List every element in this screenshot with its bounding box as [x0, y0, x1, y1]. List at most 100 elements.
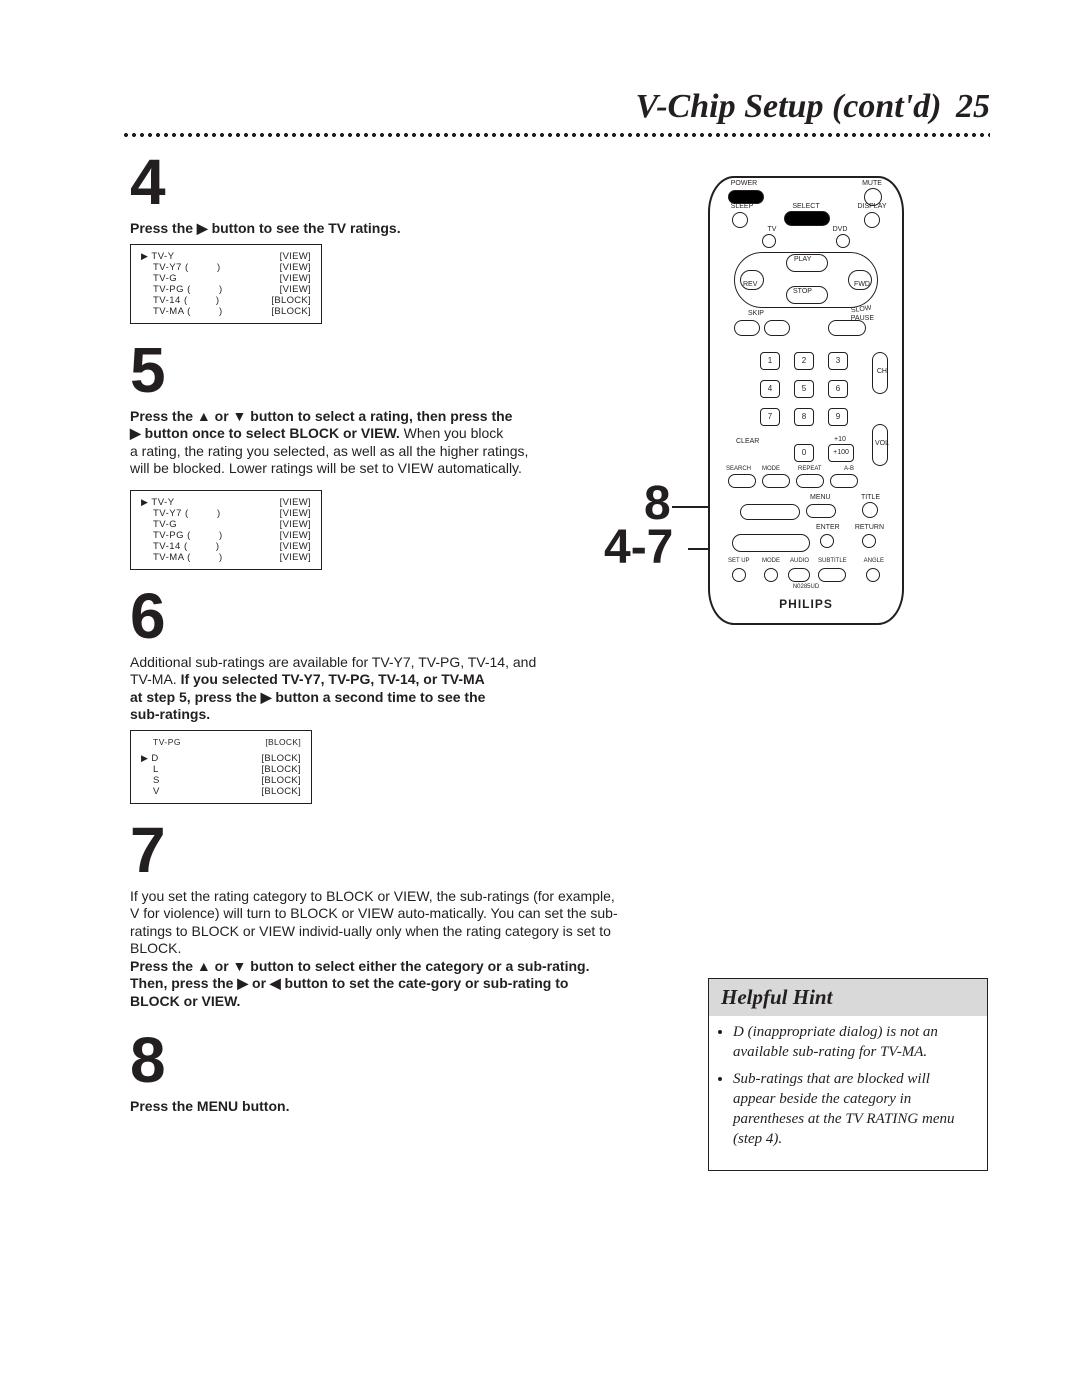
mode-label: MODE	[762, 558, 780, 564]
callout-4-7: 4-7	[604, 520, 673, 575]
fwd-label: FWD	[854, 281, 870, 288]
step-6-text: Additional sub-ratings are available for…	[130, 654, 620, 724]
key-6: 6	[828, 380, 848, 398]
dvd-led	[836, 234, 850, 248]
enter-label: ENTER	[816, 524, 840, 531]
ratings-row: TV-Y[VIEW]	[141, 497, 311, 508]
ratings-row: TV-PG ( )[VIEW]	[141, 284, 311, 295]
ratings-row: TV-MA ( )[BLOCK]	[141, 306, 311, 317]
page-title: V-Chip Setup (cont'd) 25	[635, 88, 990, 126]
subtitle-label: SUBTITLE	[818, 558, 847, 564]
setup-label: SET UP	[728, 558, 750, 564]
power-button	[728, 190, 764, 204]
step-4-text: Press the ▶ button to see the TV ratings…	[130, 220, 620, 238]
key-0: 0	[794, 444, 814, 462]
select-button	[784, 211, 830, 226]
clear-label: CLEAR	[736, 438, 759, 445]
ratings-row: V[BLOCK]	[141, 786, 301, 797]
dvd-label: DVD	[820, 226, 860, 233]
mode-button	[762, 474, 790, 488]
sleep-label: SLEEP	[722, 203, 762, 210]
audio-label: AUDIO	[790, 558, 809, 564]
plus10-label: +10	[834, 436, 846, 443]
skip-prev-button	[734, 320, 760, 336]
select-label: SELECT	[786, 203, 826, 210]
return-button	[862, 534, 876, 548]
key-4: 4	[760, 380, 780, 398]
ratings-row: TV-14 ( )[BLOCK]	[141, 295, 311, 306]
tv-led	[762, 234, 776, 248]
title-label: TITLE	[861, 494, 880, 501]
ratings-row: S[BLOCK]	[141, 775, 301, 786]
step-4-number: 4	[130, 150, 620, 214]
hint-title: Helpful Hint	[709, 979, 987, 1016]
stop-label: STOP	[793, 288, 812, 295]
title-text: V-Chip Setup (cont'd)	[635, 88, 941, 125]
ratings-row: L[BLOCK]	[141, 764, 301, 775]
power-label: POWER	[724, 180, 764, 187]
step-6-ratings-box: TV-PG [BLOCK] D[BLOCK]L[BLOCK]S[BLOCK]V[…	[130, 730, 312, 804]
menu-label: MENU	[810, 494, 831, 501]
nav-left-right	[732, 534, 810, 552]
ab-label: A-B	[844, 466, 854, 472]
ratings-row: TV-Y7 ( )[VIEW]	[141, 508, 311, 519]
search-label: SEARCH	[726, 466, 751, 472]
step-4-ratings-box: TV-Y[VIEW]TV-Y7 ( )[VIEW]TV-G[VIEW]TV-PG…	[130, 244, 322, 324]
setup-button	[732, 568, 746, 582]
step-6-category-row: TV-PG [BLOCK]	[141, 737, 301, 747]
nav-up-down	[740, 504, 800, 520]
display-label: DISPLAY	[852, 203, 892, 210]
vol-label: VOL	[875, 440, 889, 447]
right-column: 8 4-7 POWER MUTE SLEEP SELECT DISPLAY TV	[680, 176, 990, 625]
step-5-text: Press the ▲ or ▼ button to select a rati…	[130, 408, 620, 478]
menu-button	[806, 504, 836, 518]
ab-button	[830, 474, 858, 488]
ratings-row: TV-PG ( )[VIEW]	[141, 530, 311, 541]
key-2: 2	[794, 352, 814, 370]
mute-label: MUTE	[852, 180, 892, 187]
step-6-number: 6	[130, 584, 620, 648]
repeat-label: REPEAT	[798, 466, 822, 472]
dotted-rule	[122, 132, 990, 138]
angle-label: ANGLE	[864, 558, 884, 564]
key-7: 7	[760, 408, 780, 426]
hint-item-1: D (inappropriate dialog) is not an avail…	[733, 1022, 973, 1063]
mode2-label: MODE	[762, 466, 780, 472]
helpful-hint-box: Helpful Hint D (inappropriate dialog) is…	[708, 978, 988, 1171]
brand-label: PHILIPS	[710, 597, 902, 611]
ratings-row: TV-14 ( )[VIEW]	[141, 541, 311, 552]
remote-illustration: 8 4-7 POWER MUTE SLEEP SELECT DISPLAY TV	[708, 176, 990, 625]
slow-pause-button	[828, 320, 866, 336]
ratings-row: TV-Y7 ( )[VIEW]	[141, 262, 311, 273]
step-5-ratings-box: TV-Y[VIEW]TV-Y7 ( )[VIEW]TV-G[VIEW]TV-PG…	[130, 490, 322, 570]
return-label: RETURN	[855, 524, 884, 531]
key-5: 5	[794, 380, 814, 398]
ratings-row: D[BLOCK]	[141, 753, 301, 764]
enter-button	[820, 534, 834, 548]
key-plus100: +100	[828, 444, 854, 462]
step-8-number: 8	[130, 1028, 620, 1092]
ratings-row: TV-G[VIEW]	[141, 273, 311, 284]
key-1: 1	[760, 352, 780, 370]
sleep-button	[732, 212, 748, 228]
search-button	[728, 474, 756, 488]
mode3-button	[764, 568, 778, 582]
audio-button	[788, 568, 810, 582]
step-7-number: 7	[130, 818, 620, 882]
step-8-text: Press the MENU button.	[130, 1098, 620, 1116]
page-number: 25	[956, 88, 990, 125]
repeat-button	[796, 474, 824, 488]
rev-label: REV	[743, 281, 757, 288]
play-label: PLAY	[794, 256, 811, 263]
ch-label: CH	[877, 368, 887, 375]
ratings-row: TV-Y[VIEW]	[141, 251, 311, 262]
skip-next-button	[764, 320, 790, 336]
model-label: N0285UD	[710, 584, 902, 590]
key-9: 9	[828, 408, 848, 426]
slow-label: SLOW	[851, 305, 872, 315]
step-7-text: If you set the rating category to BLOCK …	[130, 888, 620, 1011]
ratings-row: TV-MA ( )[VIEW]	[141, 552, 311, 563]
subtitle-button	[818, 568, 846, 582]
left-column: 4 Press the ▶ button to see the TV ratin…	[130, 150, 620, 1116]
page: V-Chip Setup (cont'd) 25 4 Press the ▶ b…	[0, 0, 1080, 1397]
